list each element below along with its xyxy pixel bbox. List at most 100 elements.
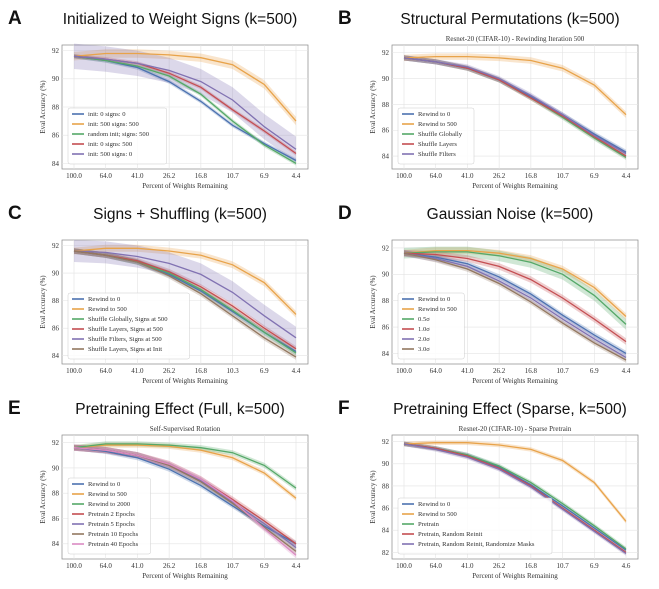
series-line	[403, 252, 627, 343]
series-line	[403, 251, 627, 325]
legend-label: Rewind to 0	[88, 481, 121, 488]
series-line	[73, 55, 297, 150]
legend-label: Rewind to 0	[418, 501, 451, 508]
panel-letter: B	[338, 8, 352, 29]
legend-label: Pretrain 10 Epochs	[88, 531, 139, 538]
series-line	[73, 250, 297, 339]
y-tick-label: 92	[52, 439, 60, 447]
y-tick-label: 84	[52, 540, 60, 548]
y-tick-label: 86	[382, 127, 390, 135]
x-tick-label: 16.8	[525, 172, 538, 180]
panel-b: B Structural Permutations (k=500) Resnet-2…	[330, 0, 659, 194]
y-tick-label: 90	[52, 269, 60, 277]
x-tick-label: 41.0	[461, 172, 474, 180]
y-tick-label: 90	[382, 271, 390, 279]
x-tick-label: 64.0	[100, 367, 113, 375]
legend: Rewind to 0 Rewind to 500 Shuffle Globally…	[67, 292, 190, 360]
x-tick-label: 64.0	[430, 367, 443, 375]
plot-title: Resnet-20 (CIFAR-10) - Sparse Pretrain	[459, 425, 572, 433]
panel-letter: F	[338, 398, 350, 419]
legend-label: Rewind to 500	[418, 306, 458, 313]
series-band	[74, 240, 296, 349]
y-tick-label: 88	[52, 490, 60, 498]
x-tick-label: 41.0	[131, 367, 144, 375]
legend-label: Pretrain 5 Epochs	[88, 521, 135, 528]
series-band	[404, 246, 626, 330]
legend-label: init: 0 signs: 500	[88, 141, 133, 148]
series-line	[403, 442, 627, 522]
series-line	[403, 57, 627, 155]
x-axis-label: Percent of Weights Remaining	[472, 572, 558, 580]
x-tick-label: 6.9	[260, 562, 269, 570]
y-tick-label: 88	[52, 297, 60, 305]
y-tick-label: 86	[382, 323, 390, 331]
x-tick-label: 100.0	[396, 172, 412, 180]
x-axis-label: Percent of Weights Remaining	[472, 377, 558, 385]
x-tick-label: 64.0	[100, 172, 113, 180]
x-axis-label: Percent of Weights Remaining	[142, 377, 228, 385]
x-tick-label: 26.2	[163, 562, 176, 570]
legend-label: Shuffle Layers, Signs at 500	[88, 326, 163, 333]
y-tick-label: 92	[382, 438, 390, 446]
panel-c: C Signs + Shuffling (k=500) 100.0 64.0 41.0 2…	[0, 195, 329, 389]
legend: Rewind to 0 Rewind to 500 Shuffle Globally…	[397, 107, 475, 165]
x-tick-label: 26.2	[163, 367, 176, 375]
x-tick-label: 26.2	[493, 172, 506, 180]
series-line	[73, 444, 297, 499]
series-line	[403, 252, 627, 354]
panel-heading: Pretraining Effect (Full, k=500)	[75, 401, 285, 418]
x-tick-label: 41.0	[461, 562, 474, 570]
y-tick-label: 90	[382, 460, 390, 468]
x-axis-label: Percent of Weights Remaining	[472, 182, 558, 190]
y-axis-label: Eval Accuracy (%)	[39, 275, 47, 329]
x-tick-label: 64.0	[430, 562, 443, 570]
x-tick-label: 4.4	[292, 562, 301, 570]
legend: init: 0 signs: 0 init: 500 signs: 500 rand…	[67, 107, 167, 165]
y-tick-label: 86	[52, 325, 60, 333]
x-tick-label: 4.4	[622, 172, 631, 180]
y-axis-label: Eval Accuracy (%)	[369, 470, 377, 524]
panel-letter: E	[8, 398, 21, 419]
legend-label: Shuffle Globally, Signs at 500	[88, 316, 168, 323]
series-band	[74, 442, 296, 501]
legend-box	[397, 292, 465, 360]
chart-svg: E Pretraining Effect (Full, k=500) Self-Su…	[8, 398, 309, 580]
y-axis-label: Eval Accuracy (%)	[369, 275, 377, 329]
legend-label: Shuffle Layers, Signs at Init	[88, 346, 162, 353]
x-tick-label: 64.0	[100, 562, 113, 570]
y-tick-label: 90	[382, 75, 390, 83]
legend-label: Pretrain 2 Epochs	[88, 511, 135, 518]
x-tick-label: 10.7	[556, 172, 569, 180]
panel-heading: Initialized to Weight Signs (k=500)	[63, 11, 298, 28]
x-tick-label: 10.7	[226, 562, 239, 570]
legend: Rewind to 0 Rewind to 500 Pretrain Pretrain…	[397, 497, 553, 555]
legend-label: 1.0σ	[418, 326, 430, 333]
panel-letter: D	[338, 203, 352, 224]
legend-label: Rewind to 500	[88, 491, 128, 498]
legend-label: Rewind to 500	[418, 511, 458, 518]
series-line	[403, 55, 627, 116]
panel-d: D Gaussian Noise (k=500) 100.0 64.0 41.0 26.2…	[330, 195, 659, 389]
x-tick-label: 41.0	[131, 562, 144, 570]
series-band	[74, 441, 296, 491]
chart-svg: A Initialized to Weight Signs (k=500) 100.…	[8, 8, 309, 190]
panel-heading: Signs + Shuffling (k=500)	[93, 206, 267, 223]
y-axis-label: Eval Accuracy (%)	[39, 470, 47, 524]
x-axis-label: Percent of Weights Remaining	[142, 182, 228, 190]
panel-f: F Pretraining Effect (Sparse, k=500) Resne…	[330, 390, 659, 584]
y-tick-label: 92	[382, 244, 390, 252]
legend-label: Shuffle Layers	[418, 141, 457, 148]
x-tick-label: 100.0	[66, 172, 82, 180]
chart-svg: B Structural Permutations (k=500) Resnet-2…	[338, 8, 639, 190]
x-tick-label: 100.0	[66, 562, 82, 570]
plot-title: Resnet-20 (CIFAR-10) - Rewinding Iterati…	[446, 35, 585, 43]
x-tick-label: 26.2	[493, 562, 506, 570]
legend-label: 3.0σ	[418, 346, 430, 353]
panel-heading: Pretraining Effect (Sparse, k=500)	[393, 401, 627, 418]
panel-heading: Structural Permutations (k=500)	[400, 11, 619, 28]
panel-heading: Gaussian Noise (k=500)	[427, 206, 594, 223]
chart-svg: F Pretraining Effect (Sparse, k=500) Resne…	[338, 398, 639, 580]
y-tick-label: 86	[52, 132, 60, 140]
legend-label: Rewind to 500	[418, 121, 458, 128]
x-tick-label: 6.9	[590, 562, 599, 570]
